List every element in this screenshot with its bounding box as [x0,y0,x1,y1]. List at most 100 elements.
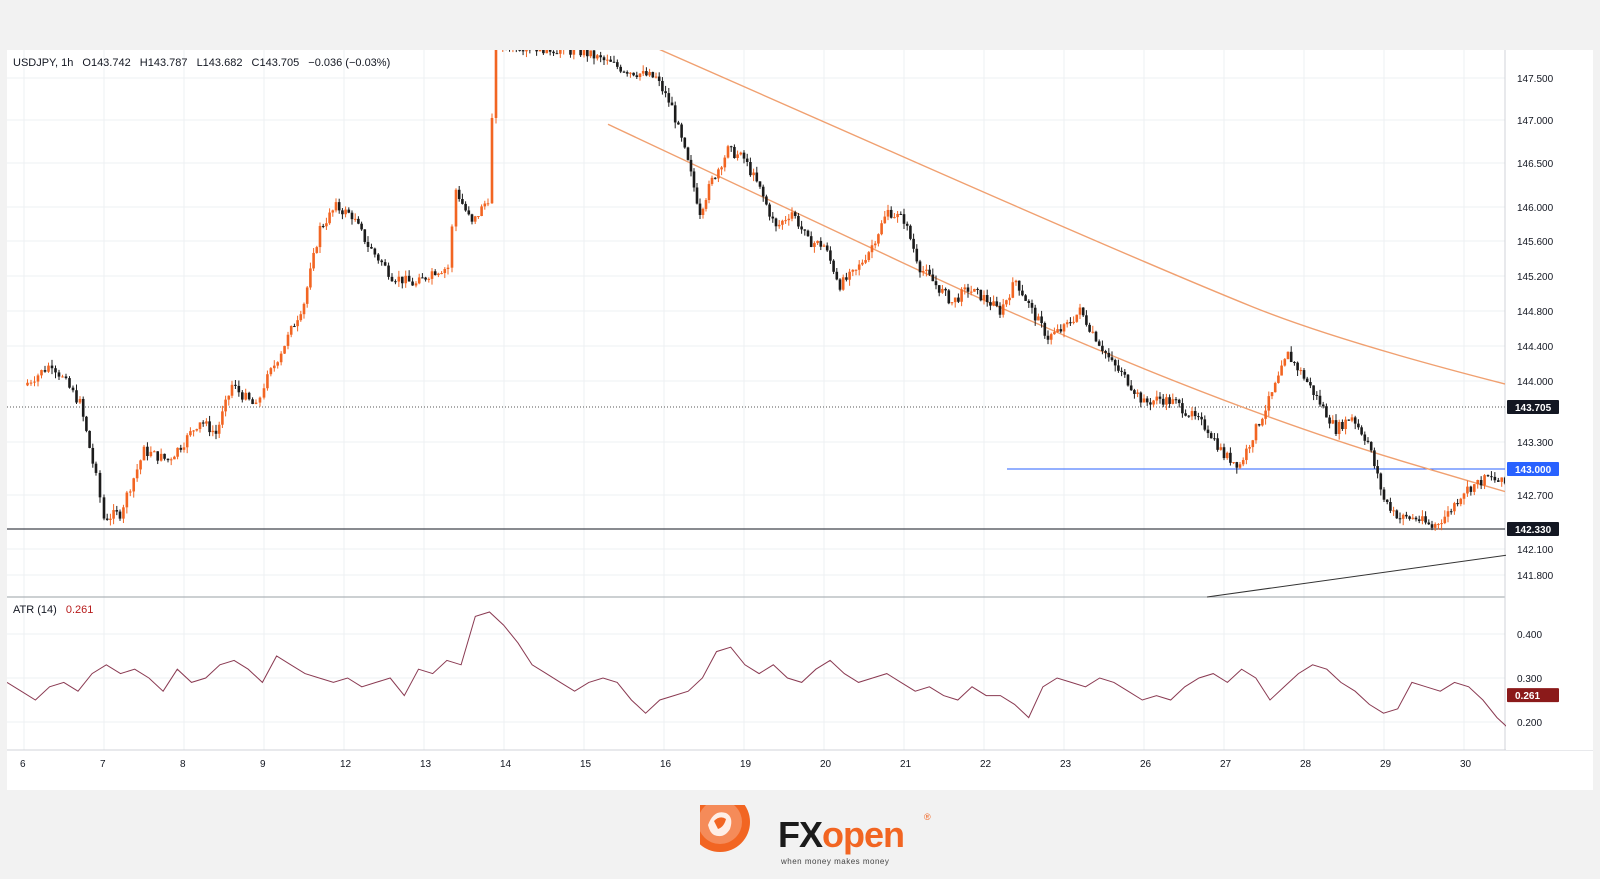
candle-body [1315,394,1319,396]
candle-body [394,281,397,283]
candle-body [1229,452,1232,463]
candle-body [1097,341,1101,346]
candle-body [296,320,299,327]
candle-body [1385,499,1389,503]
candle-body [1360,427,1363,435]
candle-body [1270,392,1274,397]
candle-body [1193,411,1197,417]
candle-body [1149,402,1152,405]
candle-body [102,497,106,519]
candle-body [357,218,360,224]
candle-body [1145,398,1149,403]
candle-body [94,463,98,473]
candle-body [437,273,440,276]
candle-body [1500,477,1504,482]
candle-body [761,186,765,197]
candle-body [373,248,377,255]
candle-body [152,451,156,453]
candle-body [166,458,170,461]
price-tick-label: 141.800 [1517,571,1554,582]
candle-body [619,66,622,72]
candle-body [1328,417,1331,424]
candle-body [269,368,273,375]
candle-body [1030,302,1034,308]
brand-tagline: when money makes money [781,857,890,866]
candle-body [363,229,367,242]
candle-body [1382,489,1386,500]
candle-body [1155,396,1159,401]
candle-body [1446,511,1450,517]
change-value: −0.036 (−0.03%) [308,57,391,69]
candle-body [1203,419,1207,430]
price-tick-label: 144.000 [1517,377,1554,388]
candle-body [1123,371,1127,375]
candle-body [1389,502,1392,511]
price-tick-label: 147.500 [1517,74,1554,85]
current-price-badge-text: 143.705 [1515,403,1552,414]
candle-body [486,203,490,205]
candle-body [325,223,328,227]
candle-body [596,55,599,59]
candle-body [758,181,762,187]
price-tick-label: 144.800 [1517,307,1554,318]
candle-body [813,243,816,247]
chart-canvas[interactable]: 147.500 147.000 146.500 146.000 145.600 145.2… [7,50,1593,790]
candle-body [192,430,195,432]
candle-body [54,368,57,373]
candle-body [159,453,163,461]
candle-body [1248,447,1251,449]
candle-body [692,171,696,188]
time-tick-label: 6 [20,759,26,770]
candle-body [211,430,215,433]
candle-body [163,453,166,459]
candle-body [829,250,832,261]
candle-body [1049,334,1053,340]
candle-body [227,395,231,400]
candle-body [1312,385,1315,395]
candle-body [667,93,671,103]
candle-body [841,277,845,290]
channel-lower-line [607,123,1505,493]
candle-body [1283,359,1287,366]
candle-body [1046,335,1050,340]
candle-body [803,229,807,231]
candle-body [397,276,401,282]
fxopen-logo [700,805,750,852]
candle-body [989,302,992,306]
candle-body [237,385,241,393]
candle-body [1337,421,1341,435]
candle-body [1136,392,1139,394]
candle-body [1219,447,1223,450]
candle-body [774,218,778,227]
candle-body [752,172,755,176]
price-tick-label: 144.400 [1517,342,1554,353]
open-value: O143.742 [82,57,131,69]
candle-body [350,212,354,220]
candle-body [941,288,944,293]
time-tick-label: 29 [1380,759,1392,770]
candle-body [404,275,408,284]
candle-body [457,189,461,200]
candle-body [1059,329,1063,332]
candle-body [1056,329,1059,333]
candle-body [934,281,938,286]
candle-body [1296,362,1299,371]
candle-body [464,203,467,211]
candle-body [1357,423,1360,428]
candle-body [122,507,125,519]
candle-body [873,243,877,246]
candle-body [632,72,635,76]
candle-body [1379,473,1383,490]
price-tick-label: 142.100 [1517,545,1554,556]
candle-body [739,152,743,155]
candle-body [179,447,183,450]
candle-body [1225,452,1229,459]
candle-body [1158,396,1162,399]
candle-body [742,152,746,159]
candle-body [822,245,826,247]
candle-body [473,216,477,222]
candle-body [733,146,736,158]
candle-body [1017,280,1021,291]
candle-body [490,117,494,204]
candle-body [185,435,189,448]
